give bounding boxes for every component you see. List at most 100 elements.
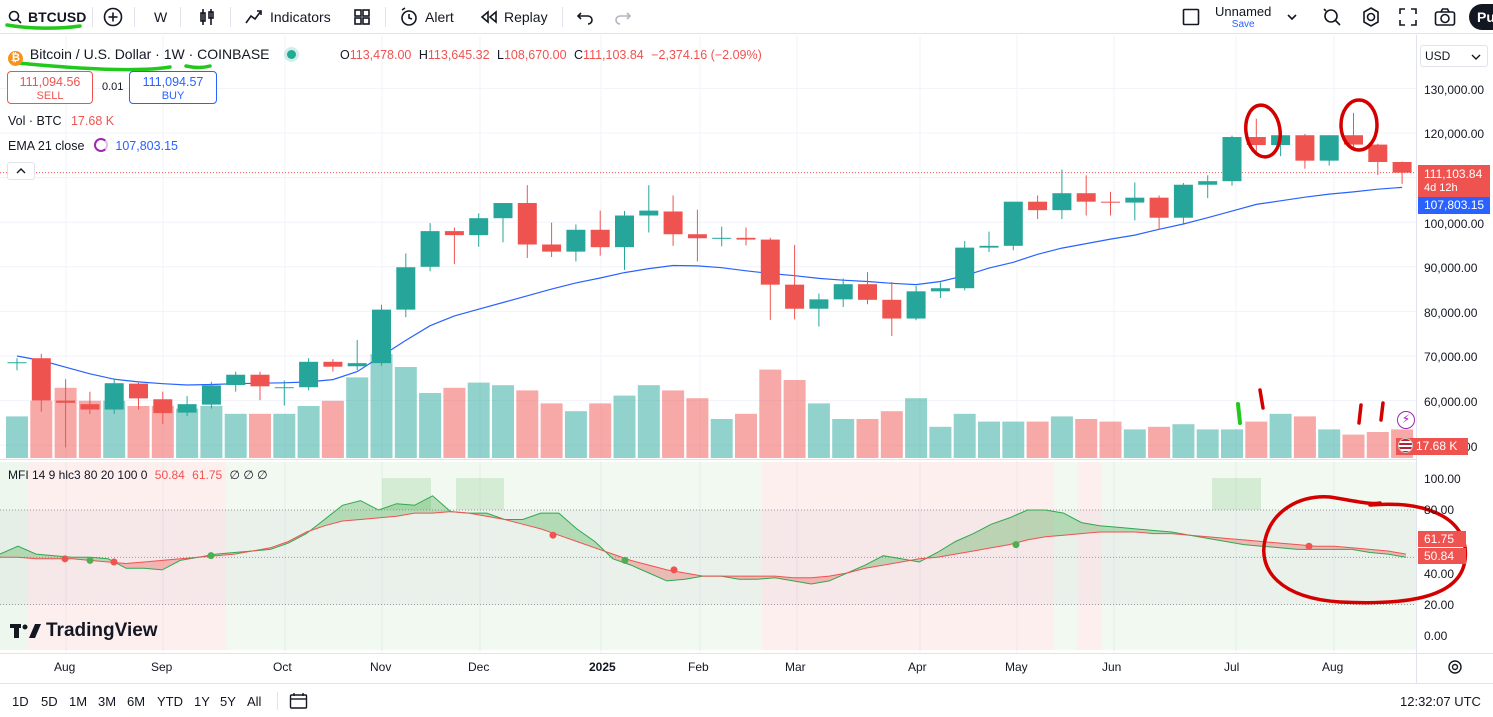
layout-select-button[interactable] (1182, 0, 1200, 34)
low-value: 108,670.00 (503, 48, 567, 62)
redo-button[interactable] (614, 0, 632, 34)
mfi-cross-dot (670, 566, 678, 574)
candle-body (31, 358, 51, 401)
range-1m[interactable]: 1M (69, 694, 88, 709)
mfi-tick: 100.00 (1424, 472, 1461, 486)
layout-menu-button[interactable] (1286, 0, 1298, 34)
ohlc-values: O113,478.00 H113,645.32 L108,670.00 C111… (340, 48, 762, 62)
volume-bar (978, 421, 1000, 458)
candle-body (1246, 137, 1266, 146)
indicators-button[interactable]: Indicators (244, 0, 331, 34)
volume-bar (662, 390, 685, 458)
candle-body (930, 288, 950, 292)
volume-bar (735, 413, 757, 458)
volume-bar (1269, 413, 1292, 458)
volume-bar (443, 387, 466, 458)
buy-button[interactable]: 111,094.57 BUY (129, 71, 217, 104)
undo-button[interactable] (576, 0, 594, 34)
open-label: O (340, 48, 350, 62)
candle-body (663, 211, 683, 235)
candle (542, 222, 562, 257)
candle (1076, 175, 1096, 216)
candle-body (590, 229, 610, 248)
fullscreen-button[interactable] (1398, 0, 1418, 34)
mfi-legend[interactable]: MFI 14 9 hlc3 80 20 100 0 50.84 61.75 ∅ … (8, 468, 268, 482)
candle (930, 282, 950, 299)
candle-body (955, 247, 975, 289)
mfi-zone (762, 462, 1054, 650)
publish-button[interactable]: Pu (1469, 4, 1493, 30)
candle-body (639, 210, 659, 216)
volume-legend[interactable]: Vol · BTC 17.68 K (8, 114, 114, 128)
annotation-circle (1244, 103, 1282, 159)
alert-button[interactable]: Alert (399, 0, 454, 34)
range-ytd[interactable]: YTD (157, 694, 183, 709)
calendar-icon[interactable] (289, 692, 309, 710)
volume-bar (103, 400, 126, 458)
mfi-fill (576, 528, 595, 548)
settings-button[interactable] (1360, 0, 1382, 34)
mfi-fill (342, 500, 361, 522)
replay-button[interactable]: Replay (480, 0, 548, 34)
time-axis[interactable]: Aug Sep Oct Nov Dec 2025 Feb Mar Apr May Jun Jul Aug (0, 655, 1416, 679)
currency-label: USD (1425, 49, 1451, 63)
mfi-cross-dot (61, 555, 69, 563)
symbol-description[interactable]: Bitcoin / U.S. Dollar · 1W · COINBASE (29, 46, 270, 62)
candle-body (444, 231, 464, 236)
currency-select[interactable]: USD (1420, 45, 1488, 67)
time-tick: Jun (1102, 660, 1122, 674)
symbol-name: BTCUSD (28, 9, 87, 25)
ema-legend[interactable]: EMA 21 close 107,803.15 (8, 138, 178, 153)
axis-settings-button[interactable] (1447, 659, 1463, 680)
tradingview-logo[interactable]: TradingView (10, 620, 158, 642)
symbol-search-button[interactable]: BTCUSD (8, 0, 86, 34)
range-all[interactable]: All (247, 694, 262, 709)
annotation-underline (184, 64, 212, 70)
price-tick: 70,000.00 (1424, 350, 1478, 364)
sell-price: 111,094.56 (19, 75, 81, 89)
volume-bar (1050, 416, 1073, 458)
candle (663, 195, 683, 246)
mfi-fill (324, 505, 343, 526)
clock[interactable]: 12:32:07 UTC (1400, 694, 1481, 709)
layout-name-button[interactable]: Unnamed Save (1215, 0, 1271, 34)
candle (615, 211, 634, 270)
sell-button[interactable]: 111,094.56 SELL (7, 71, 93, 104)
time-tick: 2025 (589, 660, 616, 674)
mfi-fill (991, 517, 1010, 548)
volume-bar (1221, 429, 1243, 458)
candle (250, 371, 270, 401)
candle-body (1125, 197, 1145, 203)
quick-search-button[interactable] (1321, 0, 1343, 34)
price-tick: 100,000.00 (1424, 217, 1485, 231)
volume-bar (6, 416, 28, 458)
range-6m[interactable]: 6M (127, 694, 146, 709)
layout-save-label: Save (1231, 19, 1255, 30)
candle (493, 203, 513, 243)
price-tick: 80,000.00 (1424, 306, 1478, 320)
volume-bar (394, 367, 417, 458)
range-5d[interactable]: 5D (41, 694, 58, 709)
range-1d[interactable]: 1D (12, 694, 29, 709)
mfi-zone (1102, 462, 1416, 650)
range-5y[interactable]: 5Y (220, 694, 236, 709)
candle-body (1101, 201, 1120, 203)
mfi-zone (0, 462, 28, 650)
compare-symbol-button[interactable] (103, 0, 123, 34)
interval-button[interactable]: W (154, 0, 167, 34)
layouts-button[interactable] (353, 0, 371, 34)
close-label: C (574, 48, 584, 62)
range-3m[interactable]: 3M (98, 694, 117, 709)
snapshot-button[interactable] (1434, 0, 1456, 34)
alert-label: Alert (425, 9, 454, 25)
annotation-tick-green (1236, 402, 1242, 425)
ema-label: EMA 21 close (8, 139, 85, 153)
chart-type-button[interactable] (198, 0, 216, 34)
mfi-zone (226, 462, 762, 650)
lightning-icon[interactable]: ⚡ (1397, 411, 1415, 429)
chart-canvas[interactable] (0, 0, 1493, 683)
collapse-legend-button[interactable] (7, 162, 35, 180)
range-1y[interactable]: 1Y (194, 694, 210, 709)
candle-body (809, 299, 829, 309)
volume-bar (1318, 429, 1341, 458)
